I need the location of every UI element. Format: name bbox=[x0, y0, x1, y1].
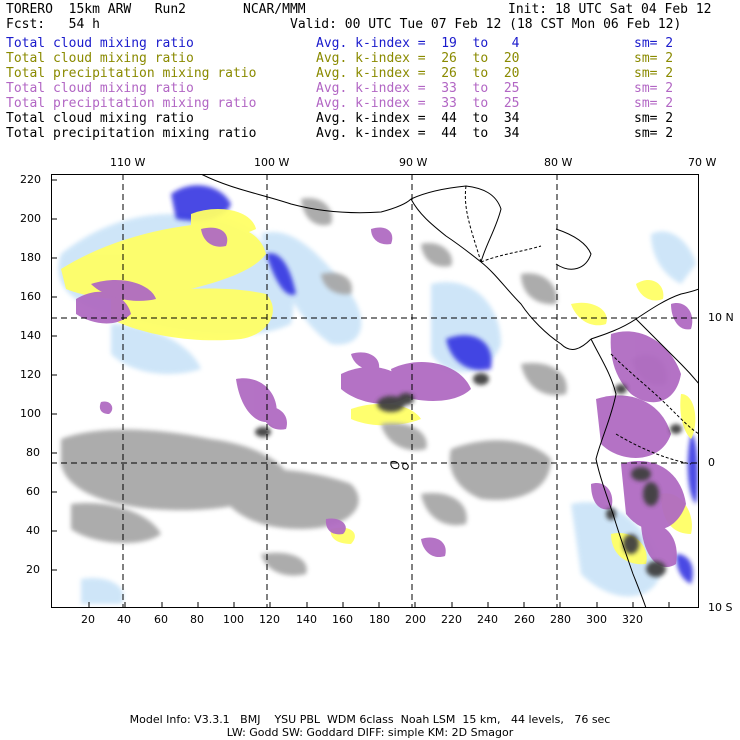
model-info-line1: Model Info: V3.3.1 BMJ YSU PBL WDM 6clas… bbox=[129, 713, 611, 726]
lon-label: 90 W bbox=[399, 156, 428, 169]
legend-field: Total precipitation mixing ratio bbox=[6, 66, 257, 81]
y-tick-label: 140 bbox=[20, 329, 41, 342]
legend-row: Total cloud mixing ratio Avg. k-index = … bbox=[6, 111, 734, 126]
y-tick-label: 100 bbox=[20, 407, 41, 420]
valid-time: Valid: 00 UTC Tue 07 Feb 12 (18 CST Mon … bbox=[290, 17, 682, 32]
gray-cloud-layer bbox=[61, 198, 667, 576]
legend-field: Total cloud mixing ratio bbox=[6, 81, 194, 96]
legend-smooth: sm= 2 bbox=[634, 51, 674, 66]
y-tick-label: 80 bbox=[26, 446, 40, 459]
x-tick-label: 160 bbox=[332, 613, 353, 626]
lon-label: 100 W bbox=[254, 156, 290, 169]
y-tick-label: 200 bbox=[20, 212, 41, 225]
lon-label: 110 W bbox=[110, 156, 146, 169]
country-borders bbox=[464, 185, 699, 465]
init-time: Init: 18 UTC Sat 04 Feb 12 bbox=[508, 2, 712, 17]
legend-smooth: sm= 2 bbox=[634, 111, 674, 126]
x-tick-label: 140 bbox=[296, 613, 317, 626]
map-svg bbox=[51, 174, 699, 608]
y-tick-label: 220 bbox=[20, 173, 41, 186]
forecast-map bbox=[51, 174, 699, 608]
legend-field: Total precipitation mixing ratio bbox=[6, 126, 257, 141]
forecast-hour: Fcst: 54 h bbox=[6, 17, 100, 32]
x-tick-label: 220 bbox=[441, 613, 462, 626]
x-tick-label: 320 bbox=[622, 613, 643, 626]
lon-label: 80 W bbox=[544, 156, 573, 169]
x-tick-label: 260 bbox=[514, 613, 535, 626]
lat-label: 10 N bbox=[708, 311, 734, 324]
legend-field: Total cloud mixing ratio bbox=[6, 111, 194, 126]
model-title: TORERO 15km ARW Run2 bbox=[6, 2, 187, 17]
legend-row: Total cloud mixing ratio Avg. k-index = … bbox=[6, 36, 734, 51]
legend-row: Total precipitation mixing ratio Avg. k-… bbox=[6, 126, 734, 141]
x-tick-label: 120 bbox=[259, 613, 280, 626]
legend-smooth: sm= 2 bbox=[634, 36, 674, 51]
x-tick-label: 300 bbox=[586, 613, 607, 626]
legend-row: Total precipitation mixing ratio Avg. k-… bbox=[6, 96, 734, 111]
x-tick-label: 280 bbox=[550, 613, 571, 626]
legend-row: Total cloud mixing ratio Avg. k-index = … bbox=[6, 81, 734, 96]
x-tick-label: 100 bbox=[223, 613, 244, 626]
org-label: NCAR/MMM bbox=[243, 2, 306, 17]
legend-kindex: Avg. k-index = 19 to 4 bbox=[316, 36, 520, 51]
legend-kindex: Avg. k-index = 44 to 34 bbox=[316, 111, 520, 126]
legend-field: Total precipitation mixing ratio bbox=[6, 96, 257, 111]
legend-row: Total cloud mixing ratio Avg. k-index = … bbox=[6, 51, 734, 66]
x-tick-label: 20 bbox=[81, 613, 95, 626]
y-tick-label: 20 bbox=[26, 563, 40, 576]
x-tick-label: 60 bbox=[154, 613, 168, 626]
legend-kindex: Avg. k-index = 26 to 20 bbox=[316, 51, 520, 66]
lat-label: 10 S bbox=[708, 601, 733, 614]
legend-field: Total cloud mixing ratio bbox=[6, 36, 194, 51]
legend-kindex: Avg. k-index = 33 to 25 bbox=[316, 81, 520, 96]
legend-kindex: Avg. k-index = 33 to 25 bbox=[316, 96, 520, 111]
y-tick-label: 40 bbox=[26, 524, 40, 537]
y-tick-label: 120 bbox=[20, 368, 41, 381]
y-tick-label: 160 bbox=[20, 290, 41, 303]
lat-label: 0 bbox=[708, 456, 715, 469]
legend-row: Total precipitation mixing ratio Avg. k-… bbox=[6, 66, 734, 81]
legend-field: Total cloud mixing ratio bbox=[6, 51, 194, 66]
model-info-line2: LW: Godd SW: Goddard DIFF: simple KM: 2D… bbox=[226, 726, 514, 739]
dark-gray-precip-layer bbox=[255, 373, 682, 577]
map-frame bbox=[51, 174, 699, 608]
map-ticks bbox=[51, 179, 670, 608]
x-tick-label: 240 bbox=[477, 613, 498, 626]
map-gridlines bbox=[51, 174, 699, 608]
legend-smooth: sm= 2 bbox=[634, 126, 674, 141]
x-tick-label: 40 bbox=[117, 613, 131, 626]
legend-smooth: sm= 2 bbox=[634, 81, 674, 96]
lon-label: 70 W bbox=[688, 156, 717, 169]
legend-kindex: Avg. k-index = 44 to 34 bbox=[316, 126, 520, 141]
x-tick-label: 200 bbox=[405, 613, 426, 626]
y-tick-label: 180 bbox=[20, 251, 41, 264]
x-tick-label: 80 bbox=[190, 613, 204, 626]
y-tick-label: 60 bbox=[26, 485, 40, 498]
legend-smooth: sm= 2 bbox=[634, 96, 674, 111]
legend-kindex: Avg. k-index = 26 to 20 bbox=[316, 66, 520, 81]
coastlines bbox=[200, 174, 699, 608]
legend-smooth: sm= 2 bbox=[634, 66, 674, 81]
x-tick-label: 180 bbox=[369, 613, 390, 626]
